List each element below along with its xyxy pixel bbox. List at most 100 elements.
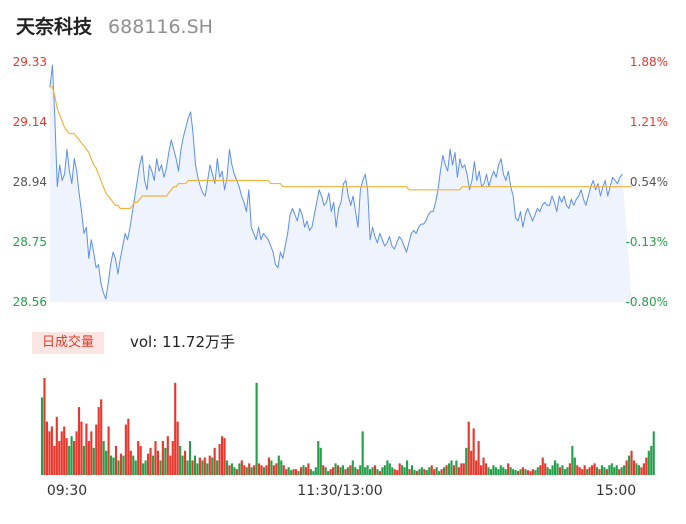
volume-bar [97, 407, 100, 475]
volume-bar [275, 463, 278, 475]
volume-bar [346, 467, 349, 475]
volume-bar [248, 463, 251, 475]
volume-bar [369, 469, 372, 475]
volume-bar [381, 467, 384, 475]
volume-bar [361, 431, 364, 475]
volume-bar [364, 467, 367, 475]
volume-bar [428, 467, 431, 475]
volume-bar [55, 416, 58, 475]
volume-bar [568, 463, 571, 475]
volume-bar [536, 467, 539, 475]
volume-bar [642, 463, 645, 475]
volume-bar [603, 467, 606, 475]
volume-bar [147, 453, 150, 475]
volume-bar [551, 465, 554, 475]
volume-bar [317, 441, 320, 475]
volume-bar [457, 467, 460, 475]
volume-bar [443, 467, 446, 475]
volume-bar [499, 465, 502, 475]
price-tick-label: 28.94 [13, 175, 47, 189]
volume-bar [102, 441, 105, 475]
volume-bar [235, 469, 238, 475]
volume-bar [70, 436, 73, 475]
volume-bar [258, 463, 261, 475]
volume-bar [512, 469, 515, 475]
volume-bar [403, 467, 406, 475]
volume-bar [487, 467, 490, 475]
volume-bar [107, 426, 110, 475]
volume-bar [181, 455, 184, 475]
volume-bar [174, 382, 177, 475]
volume-bar [628, 455, 631, 475]
volume-bar [447, 463, 451, 475]
volume-bar [211, 457, 214, 475]
volume-bar [371, 467, 374, 475]
volume-bar [240, 460, 243, 475]
time-tick-label: 11:30/13:00 [297, 483, 382, 499]
stock-header: 天奈科技 688116.SH [16, 12, 213, 42]
volume-bar [526, 470, 530, 475]
volume-bar [605, 469, 608, 475]
volume-bar [615, 465, 618, 475]
volume-bar [578, 467, 581, 475]
average-line-group [50, 86, 632, 210]
volume-bar [581, 469, 584, 475]
volume-bar [354, 467, 357, 475]
volume-bar [610, 463, 613, 475]
volume-bar [462, 463, 465, 475]
volume-bar [393, 469, 396, 475]
volume-bar [563, 469, 567, 475]
volume-bar [188, 441, 192, 475]
volume-bar [425, 470, 428, 475]
volume-bar [521, 467, 525, 475]
volume-bar [489, 469, 493, 475]
volume-bar [82, 445, 86, 475]
volume-bar [595, 467, 599, 475]
volume-bar [600, 465, 604, 475]
volume-bar [53, 445, 56, 475]
volume-bar [637, 465, 641, 475]
average-line [50, 86, 632, 210]
volume-bar [48, 431, 51, 475]
volume-bar [198, 457, 201, 475]
volume-bar [129, 450, 132, 475]
volume-bar [531, 469, 534, 475]
volume-bar [322, 465, 325, 475]
volume-bar [359, 465, 362, 475]
volume-bar [484, 463, 488, 475]
volume-bar [647, 450, 650, 475]
volume-bar [336, 465, 340, 475]
volume-bar [430, 465, 433, 475]
volume-bar [341, 465, 345, 475]
price-tick-labels: 29.33 29.14 28.94 28.75 28.56 [13, 55, 47, 309]
volume-bar [546, 467, 549, 475]
volume-bar [467, 421, 470, 475]
price-tick-label: 29.33 [13, 55, 47, 69]
percent-tick-labels: 1.88% 1.21% 0.54% -0.13% -0.80% [626, 55, 668, 309]
volume-bar [406, 460, 409, 475]
volume-bar [640, 467, 643, 475]
price-line-group [49, 64, 623, 300]
volume-bar [420, 467, 423, 475]
volume-bar [196, 463, 199, 475]
volume-bar [635, 463, 638, 475]
volume-bar [285, 469, 288, 475]
volume-bar [282, 465, 285, 475]
daily-volume-tab[interactable]: 日成交量 [32, 332, 105, 354]
volume-bar [376, 469, 379, 475]
volume-bar [373, 465, 377, 475]
volume-bar [583, 465, 586, 475]
volume-bar [127, 418, 130, 475]
volume-bar [329, 469, 332, 475]
volume-bar [307, 463, 310, 475]
volume-bar [176, 421, 179, 475]
volume-bar [344, 469, 347, 475]
volume-bar [534, 470, 537, 475]
volume-bar [386, 460, 389, 475]
volume-bar [137, 441, 140, 475]
volume-bar [216, 460, 219, 475]
volume-bar [58, 441, 61, 475]
volume-bar [319, 447, 322, 475]
volume-bar [314, 467, 317, 475]
